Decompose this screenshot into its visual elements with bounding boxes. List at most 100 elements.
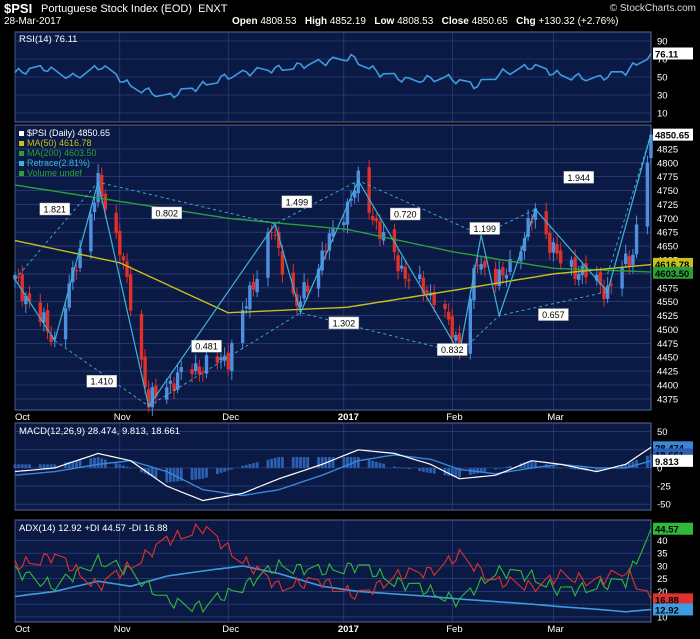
price-legend-swatch xyxy=(19,131,24,136)
macd-histogram-bar xyxy=(577,467,581,470)
candle-body xyxy=(24,296,28,305)
candle-body xyxy=(96,172,100,203)
candle-body xyxy=(526,218,530,237)
adx-xtick-label: 2017 xyxy=(338,624,359,635)
price-ytick-label: 4525 xyxy=(657,311,678,322)
ratio-label-bg xyxy=(281,195,313,209)
macd-histogram-bar xyxy=(205,467,208,478)
candle-body xyxy=(634,224,639,255)
plus-di-value-label: 44.57 xyxy=(655,525,679,536)
candle-body xyxy=(345,201,350,225)
candle-body xyxy=(74,270,79,272)
candle-body xyxy=(273,234,277,236)
macd-signal-line xyxy=(14,454,652,497)
candle-body xyxy=(222,355,227,361)
candle-body xyxy=(78,248,82,268)
rsi-ytick-label: 30 xyxy=(657,91,668,102)
rsi-ytick-label: 70 xyxy=(657,55,668,66)
macd-histogram-bar xyxy=(327,457,331,468)
macd-histogram-bar xyxy=(552,466,555,468)
symbol: $PSI xyxy=(4,1,33,16)
ratio-label: 0.720 xyxy=(394,210,417,220)
macd-histogram-bar xyxy=(454,467,458,477)
candle-body xyxy=(631,254,635,266)
macd-legend: MACD(12,26,9) 28.474, 9.813, 18.661 xyxy=(19,426,180,437)
high-value: 4852.19 xyxy=(329,16,366,27)
candle-body xyxy=(378,221,382,240)
candle-body xyxy=(497,269,501,287)
candle-body xyxy=(403,266,407,279)
macd-histogram-bar xyxy=(570,467,573,470)
candle-body xyxy=(128,274,133,311)
price-legend-item: MA(200) 4603.50 xyxy=(27,148,97,158)
ratio-label: 1.302 xyxy=(333,318,356,328)
candle-body xyxy=(204,355,209,374)
candle-body xyxy=(371,215,375,221)
candle-body xyxy=(150,387,155,408)
candle-body xyxy=(620,267,624,289)
ratio-label: 1.199 xyxy=(474,224,497,234)
candle-body xyxy=(493,268,498,286)
price-legend-swatch xyxy=(19,171,24,176)
adx-ytick-label: 30 xyxy=(657,561,668,572)
macd-histogram-bar xyxy=(331,457,335,468)
adx-ytick-label: 10 xyxy=(657,612,668,623)
candle-body xyxy=(244,306,248,309)
ratio-label-bg xyxy=(390,207,421,221)
macd-histogram-bar xyxy=(382,463,385,468)
adx-xtick-label: Nov xyxy=(114,624,131,635)
macd-histogram-bar xyxy=(49,464,53,468)
candle-body xyxy=(421,277,426,294)
exchange: ENXT xyxy=(198,3,228,15)
candle-body xyxy=(269,231,274,233)
candle-body xyxy=(277,232,281,248)
close-value: 4850.65 xyxy=(471,16,508,27)
ma200-price-label-bg xyxy=(653,266,693,279)
macd-histogram-bar xyxy=(635,460,638,468)
candle-body xyxy=(324,250,328,253)
macd-histogram-bar xyxy=(403,467,407,469)
candle-body xyxy=(508,259,512,272)
price-ytick-label: 4400 xyxy=(657,381,678,392)
candle-body xyxy=(609,284,613,286)
candle-body xyxy=(327,233,332,251)
candle-body xyxy=(215,356,220,363)
macd-histogram-bar xyxy=(407,467,411,470)
macd-histogram-bar xyxy=(421,467,425,472)
candle-body xyxy=(165,387,169,400)
candle-body xyxy=(522,238,527,252)
ratio-label: 0.657 xyxy=(542,310,565,320)
macd-histogram-bar xyxy=(46,464,49,468)
candle-body xyxy=(519,251,523,262)
candle-body xyxy=(551,242,556,253)
macd-histogram-bar xyxy=(13,464,17,468)
adx-value-label: 12.92 xyxy=(655,605,679,616)
adx-ytick-label: 20 xyxy=(657,587,668,598)
macd-histogram-bar xyxy=(349,457,353,468)
candle-body xyxy=(201,371,205,373)
quote-line: Open 4808.53 High 4852.19 Low 4808.53 Cl… xyxy=(232,16,618,27)
macd-histogram-bar xyxy=(548,465,552,468)
ratio-label-bg xyxy=(86,374,117,388)
candle-body xyxy=(298,301,303,308)
macd-histogram-bar xyxy=(75,460,78,468)
candle-body xyxy=(306,285,310,292)
price-ytick-label: 4450 xyxy=(657,353,678,364)
macd-histogram-bar xyxy=(248,464,252,468)
candle-body xyxy=(302,282,306,299)
candle-body xyxy=(251,281,256,290)
macd-ytick-label: -25 xyxy=(657,482,671,493)
candle-body xyxy=(573,257,577,279)
candle-body xyxy=(248,285,252,310)
macd-histogram-bar xyxy=(595,467,599,472)
macd-histogram-bar xyxy=(429,467,432,474)
chart-header: $PSI Portuguese Stock Index (EOD) ENXT 2… xyxy=(0,0,700,30)
macd-histogram-bar xyxy=(450,467,454,477)
quote-date: 28-Mar-2017 xyxy=(4,16,62,27)
price-xtick-label: Nov xyxy=(114,412,131,423)
macd-histogram-bar xyxy=(96,457,100,468)
candle-body xyxy=(349,198,353,201)
price-plot-area xyxy=(14,124,652,411)
candle-body xyxy=(147,389,151,408)
